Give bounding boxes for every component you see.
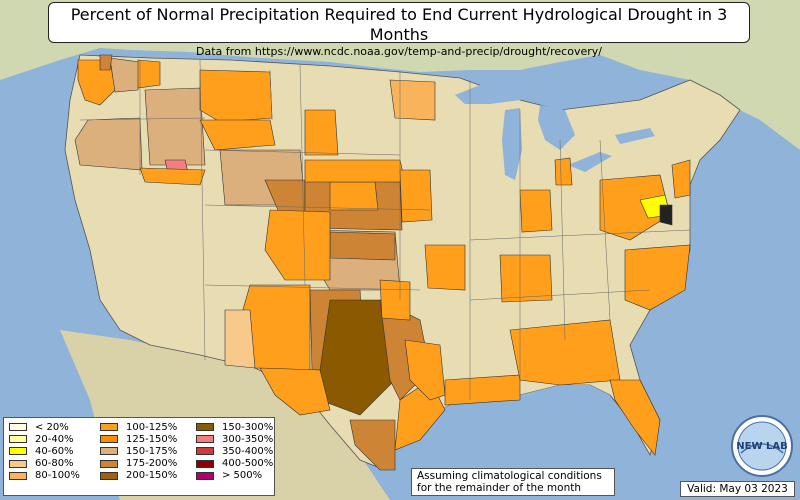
region-e-washington xyxy=(109,57,141,93)
region-idaho-n xyxy=(137,59,161,89)
region-wyoming xyxy=(199,119,276,151)
region-nebraska xyxy=(304,159,406,183)
legend-swatch xyxy=(9,447,27,456)
valid-date: Valid: May 03 2023 xyxy=(680,481,795,497)
legend-item: 100-125% xyxy=(100,421,177,433)
region-tx-w xyxy=(259,367,331,416)
legend: < 20% 20-40% 40-60% 60-80% 80-100% 100-1… xyxy=(3,417,275,496)
legend-item: 200-150% xyxy=(100,470,177,482)
region-iowa xyxy=(399,169,433,223)
note-line-1: Assuming climatological conditions xyxy=(417,470,602,482)
lake-superior xyxy=(455,82,540,104)
region-montana xyxy=(199,69,273,123)
legend-swatch xyxy=(9,435,27,444)
lake-michigan xyxy=(502,108,522,180)
region-missouri xyxy=(424,244,466,291)
legend-swatch xyxy=(196,435,214,444)
region-co-s xyxy=(264,209,331,281)
region-washington-nw xyxy=(99,54,113,71)
legend-item: 400-500% xyxy=(196,458,273,470)
legend-item: 60-80% xyxy=(9,458,80,470)
drought-regions xyxy=(74,54,691,471)
legend-swatch xyxy=(196,447,214,456)
lab-logo: NEW LAB xyxy=(731,415,793,477)
legend-item: 150-300% xyxy=(196,421,273,433)
region-wisconsin xyxy=(389,79,436,121)
region-nd-sd xyxy=(304,109,339,156)
legend-swatch xyxy=(100,459,118,468)
region-michigan xyxy=(554,157,573,186)
region-oregon xyxy=(74,117,143,171)
region-ok-brown xyxy=(329,231,396,261)
legend-swatch xyxy=(100,471,118,480)
legend-item: 40-60% xyxy=(9,445,80,457)
legend-column-2: 100-125% 125-150% 150-175% 175-200% 200-… xyxy=(100,421,177,482)
legend-item: 125-150% xyxy=(100,433,177,445)
legend-item: 175-200% xyxy=(100,458,177,470)
legend-swatch xyxy=(100,435,118,444)
legend-swatch xyxy=(196,471,214,480)
map-title: Percent of Normal Precipitation Required… xyxy=(70,5,728,44)
region-nj xyxy=(671,159,691,199)
region-wy-w xyxy=(139,167,206,186)
legend-item: < 20% xyxy=(9,421,80,433)
region-va xyxy=(599,174,671,241)
legend-swatch xyxy=(9,459,27,468)
legend-swatch xyxy=(196,459,214,468)
legend-column-1: < 20% 20-40% 40-60% 60-80% 80-100% xyxy=(9,421,80,482)
legend-swatch xyxy=(100,447,118,456)
region-gulf-coast xyxy=(444,374,521,406)
region-ar xyxy=(379,279,411,321)
region-florida xyxy=(609,379,661,456)
legend-item: > 500% xyxy=(196,470,273,482)
legend-swatch xyxy=(196,423,214,432)
state-borders xyxy=(79,59,691,400)
region-tx-s xyxy=(349,419,396,471)
region-louisiana xyxy=(404,339,446,401)
legend-item: 80-100% xyxy=(9,470,80,482)
region-md-black xyxy=(659,204,673,226)
legend-swatch xyxy=(9,423,27,432)
assumption-note: Assuming climatological conditions for t… xyxy=(411,468,615,496)
legend-column-3: 150-300% 300-350% 350-400% 400-500% > 50… xyxy=(196,421,273,482)
legend-item: 150-175% xyxy=(100,445,177,457)
region-southeast xyxy=(509,319,621,386)
region-ks-orange xyxy=(329,181,379,211)
region-indiana xyxy=(519,189,553,233)
region-carolinas xyxy=(624,244,691,311)
logo-text: NEW LAB xyxy=(736,441,787,452)
region-az-light xyxy=(224,309,256,369)
map-subtitle: Data from https://www.ncdc.noaa.gov/temp… xyxy=(196,45,602,58)
note-line-2: for the remainder of the month xyxy=(417,482,582,494)
legend-swatch xyxy=(100,423,118,432)
lake-ontario xyxy=(615,128,655,144)
region-kentucky xyxy=(499,254,553,303)
legend-swatch xyxy=(9,471,27,480)
legend-item: 20-40% xyxy=(9,433,80,445)
lake-huron xyxy=(538,105,575,150)
legend-item: 350-400% xyxy=(196,445,273,457)
region-idaho-s xyxy=(144,87,206,166)
title-box: Percent of Normal Precipitation Required… xyxy=(48,2,750,58)
legend-item: 300-350% xyxy=(196,433,273,445)
